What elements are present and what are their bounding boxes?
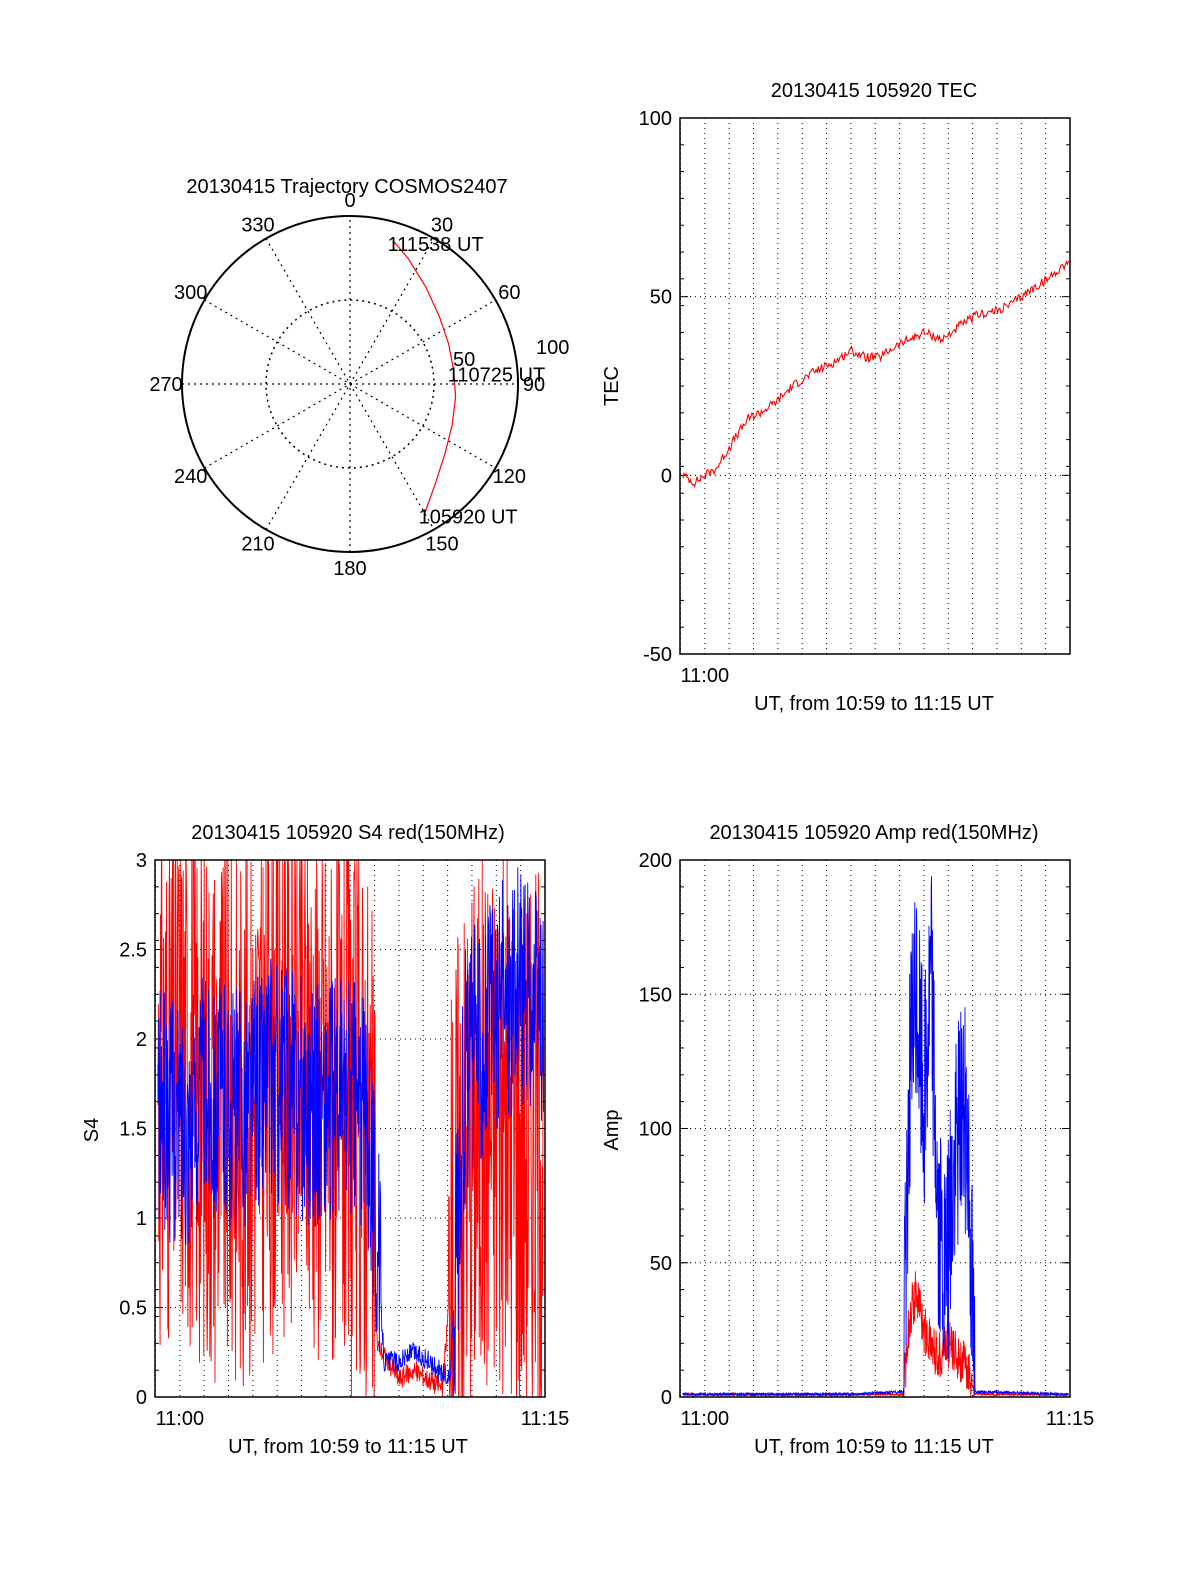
polar-title: 20130415 Trajectory COSMOS2407 bbox=[186, 176, 507, 198]
tec-y-tick-label: -50 bbox=[643, 644, 672, 666]
polar-angle-label: 90 bbox=[523, 374, 545, 396]
tec-x-tick-labels: 11:00 bbox=[681, 665, 730, 687]
s4-series bbox=[157, 859, 544, 1398]
polar-angle-label: 210 bbox=[241, 533, 274, 555]
polar-angle-label: 150 bbox=[425, 533, 458, 555]
amp-panel: 20130415 105920 Amp red(150MHz) 0 50 100 15… bbox=[601, 822, 1094, 1458]
s4-series-line bbox=[157, 867, 544, 1394]
polar-radius-label-50: 50 bbox=[453, 349, 475, 371]
tec-grid bbox=[679, 117, 1070, 655]
polar-angle-label: 270 bbox=[149, 374, 182, 396]
s4-x-axis-label: UT, from 10:59 to 11:15 UT bbox=[228, 1436, 468, 1458]
tec-title: 20130415 105920 TEC bbox=[771, 80, 977, 102]
amp-y-tick-label: 100 bbox=[639, 1119, 672, 1141]
amp-y-tick-label: 200 bbox=[639, 850, 672, 872]
polar-angle-label: 60 bbox=[498, 282, 520, 304]
s4-y-tick-label: 0 bbox=[136, 1387, 147, 1409]
amp-y-tick-label: 150 bbox=[639, 984, 672, 1006]
polar-annotations: 111538 UT 110725 UT 105920 UT bbox=[388, 234, 546, 528]
amp-plot-frame bbox=[679, 859, 1071, 1398]
tec-y-axis-label: TEC bbox=[601, 366, 623, 406]
amp-title: 20130415 105920 Amp red(150MHz) bbox=[709, 822, 1038, 844]
s4-y-axis-label: S4 bbox=[81, 1118, 103, 1142]
tec-y-tick-label: 100 bbox=[639, 108, 672, 130]
polar-angle-label: 330 bbox=[241, 215, 274, 237]
polar-angle-label: 30 bbox=[431, 215, 453, 237]
polar-angle-label: 180 bbox=[333, 558, 366, 580]
amp-x-tick-label: 11:00 bbox=[681, 1408, 730, 1430]
amp-y-axis-label: Amp bbox=[601, 1109, 623, 1150]
amp-grid bbox=[679, 859, 1070, 1398]
s4-x-tick-labels: 11:00 11:15 bbox=[156, 1408, 570, 1430]
amp-x-axis-label: UT, from 10:59 to 11:15 UT bbox=[754, 1436, 994, 1458]
s4-y-tick-label: 3 bbox=[136, 850, 147, 872]
s4-title: 20130415 105920 S4 red(150MHz) bbox=[191, 822, 505, 844]
polar-angle-label: 300 bbox=[174, 282, 207, 304]
s4-y-tick-label: 2 bbox=[136, 1029, 147, 1051]
polar-panel: 20130415 Trajectory COSMOS2407 0 30 60 90 12… bbox=[149, 176, 569, 580]
s4-x-tick-label: 11:00 bbox=[156, 1408, 205, 1430]
polar-spokes bbox=[182, 216, 518, 552]
amp-series-line bbox=[682, 876, 1069, 1398]
amp-x-tick-label: 11:15 bbox=[1046, 1408, 1095, 1430]
amp-y-tick-label: 0 bbox=[661, 1387, 672, 1409]
polar-time-annotation: 110725 UT bbox=[448, 364, 545, 386]
amp-y-tick-label: 50 bbox=[650, 1253, 672, 1275]
s4-y-tick-label: 1.5 bbox=[119, 1119, 147, 1141]
tec-y-tick-label: 0 bbox=[661, 465, 672, 487]
s4-y-tick-label: 1 bbox=[136, 1208, 147, 1230]
tec-series-line bbox=[682, 260, 1070, 489]
polar-angle-label: 0 bbox=[344, 190, 355, 212]
s4-x-tick-label: 11:15 bbox=[521, 1408, 570, 1430]
tec-plot-frame bbox=[679, 117, 1071, 655]
s4-plot-frame bbox=[154, 859, 546, 1398]
tec-x-axis-label: UT, from 10:59 to 11:15 UT bbox=[754, 693, 994, 715]
tec-x-tick-label: 11:00 bbox=[681, 665, 730, 687]
tec-y-tick-labels: -50 0 50 100 bbox=[639, 108, 672, 666]
amp-series bbox=[682, 876, 1069, 1398]
polar-radius-label-100: 100 bbox=[536, 337, 569, 359]
polar-time-annotation: 105920 UT bbox=[419, 506, 518, 528]
s4-panel: 20130415 105920 S4 red(150MHz) 0 0.5 1 1.5 2… bbox=[81, 822, 569, 1458]
s4-y-tick-label: 2.5 bbox=[119, 940, 147, 962]
polar-angle-labels: 0 30 60 90 120 150 180 210 240 270 300 330 bbox=[149, 190, 545, 580]
polar-time-annotation: 111538 UT bbox=[388, 234, 484, 256]
polar-angle-label: 240 bbox=[174, 466, 207, 488]
tec-y-tick-label: 50 bbox=[650, 287, 672, 309]
amp-x-tick-labels: 11:00 11:15 bbox=[681, 1408, 1095, 1430]
polar-angle-label: 120 bbox=[493, 466, 526, 488]
s4-y-tick-label: 0.5 bbox=[119, 1298, 147, 1320]
polar-spoke bbox=[265, 238, 435, 530]
s4-y-tick-labels: 0 0.5 1 1.5 2 2.5 3 bbox=[119, 850, 147, 1409]
polar-trajectory-line bbox=[393, 240, 457, 514]
tec-series bbox=[682, 260, 1070, 489]
amp-y-tick-labels: 0 50 100 150 200 bbox=[639, 850, 672, 1409]
